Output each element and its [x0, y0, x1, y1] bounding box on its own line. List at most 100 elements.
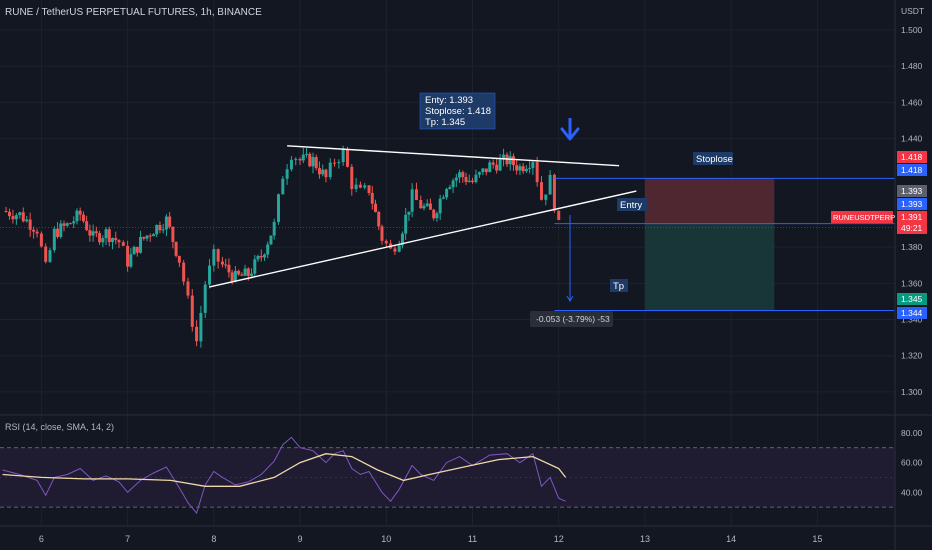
- currency-label: USDT: [901, 6, 924, 16]
- candle-body: [216, 249, 220, 262]
- candle-body: [397, 245, 401, 252]
- candle-body: [481, 168, 485, 173]
- candle-body: [94, 231, 98, 234]
- candle-body: [14, 215, 18, 220]
- entry-label-box[interactable]: Entry: [617, 198, 647, 211]
- candle-body: [425, 203, 429, 206]
- candle-body: [21, 212, 25, 222]
- trendlines[interactable]: [209, 145, 637, 288]
- candle-body: [266, 244, 270, 255]
- stoploss-label-box[interactable]: Stoplose: [693, 152, 733, 165]
- candle-body: [445, 188, 449, 198]
- rsi-tick-label: 60.00: [901, 458, 923, 468]
- entry-info-line2: Stoplose: 1.418: [425, 106, 491, 117]
- candle-body: [524, 168, 528, 172]
- rsi-line: [2, 436, 566, 515]
- candle-body: [142, 236, 146, 239]
- candle-body: [435, 213, 439, 219]
- entry-info-box[interactable]: Enty: 1.393 Stoplose: 1.418 Tp: 1.345: [419, 92, 496, 130]
- candle-body: [161, 229, 165, 231]
- candle-body: [324, 169, 328, 178]
- symbol-title[interactable]: RUNE / TetherUS PERPETUAL FUTURES, 1h, B…: [5, 7, 262, 18]
- time-tick-label: 9: [298, 534, 303, 544]
- candle-body: [539, 182, 543, 200]
- candle-body: [25, 219, 29, 222]
- candle-body: [314, 157, 318, 169]
- svg-text:1.393: 1.393: [901, 186, 923, 196]
- candle-body: [428, 203, 432, 210]
- candle-body: [367, 185, 371, 193]
- price-tick-label: 1.460: [901, 97, 923, 107]
- trendline-lower[interactable]: [209, 190, 637, 288]
- candle-body: [39, 233, 43, 247]
- candle-body: [384, 240, 388, 244]
- arrow-down-icon[interactable]: [560, 118, 580, 141]
- candle-body: [404, 214, 408, 234]
- symbol-tag: RUNEUSDTPERP: [831, 211, 895, 223]
- stoploss-zone[interactable]: [644, 178, 775, 224]
- tp-label-box[interactable]: Tp: [610, 279, 628, 292]
- price-tick-label: 1.300: [901, 387, 923, 397]
- time-tick-label: 10: [381, 534, 391, 544]
- candle-body: [145, 235, 149, 239]
- candle-body: [285, 169, 289, 179]
- candle-body: [358, 184, 362, 188]
- candle-body: [62, 223, 66, 226]
- candle-body: [72, 221, 76, 224]
- measure-arrow[interactable]: [566, 215, 574, 302]
- candle-body: [168, 216, 172, 227]
- candle-body: [277, 194, 281, 222]
- candle-body: [317, 168, 321, 175]
- price-tag-tp-green: 1.345: [897, 293, 927, 305]
- candle-body: [294, 158, 298, 160]
- candle-body: [491, 162, 495, 165]
- time-tick-label: 13: [640, 534, 650, 544]
- rsi-label[interactable]: RSI (14, close, SMA, 14, 2): [5, 422, 114, 432]
- candle-body: [117, 240, 121, 243]
- measure-label: -0.053 (-3.79%) -53: [536, 314, 610, 324]
- candle-body: [190, 295, 194, 327]
- candle-body: [135, 246, 139, 253]
- candle-body: [75, 210, 79, 222]
- takeprofit-zone[interactable]: [644, 223, 775, 311]
- candle-body: [471, 180, 475, 183]
- candle-body: [68, 223, 72, 225]
- candle-body: [269, 235, 273, 245]
- rsi-lines: [2, 436, 567, 515]
- candle-body: [18, 212, 22, 216]
- position-lines[interactable]: [554, 177, 895, 311]
- candle-body: [484, 168, 488, 173]
- candle-body: [212, 249, 216, 266]
- rsi-tick-label: 40.00: [901, 487, 923, 497]
- candle-body: [438, 198, 442, 214]
- candle-body: [111, 238, 115, 243]
- entry-info-line1: Enty: 1.393: [425, 95, 473, 106]
- candle-body: [548, 174, 552, 195]
- price-tick-label: 1.320: [901, 351, 923, 361]
- trendline-upper[interactable]: [287, 145, 620, 167]
- time-tick-label: 11: [468, 534, 477, 544]
- candle-body: [233, 270, 237, 282]
- candle-body: [28, 219, 32, 230]
- candle-body: [85, 221, 89, 231]
- price-tag-tp-blue: 1.344: [897, 307, 927, 319]
- candle-body: [407, 211, 411, 215]
- price-tag-last: 1.391 49:21: [897, 211, 927, 234]
- candle-body: [488, 162, 492, 173]
- candle-body: [253, 259, 257, 274]
- candle-body: [467, 180, 471, 182]
- candle-body: [174, 241, 178, 256]
- candle-body: [535, 162, 539, 183]
- candle-body: [298, 158, 302, 161]
- candle-body: [243, 268, 247, 276]
- candle-body: [224, 264, 228, 266]
- svg-text:1.344: 1.344: [901, 308, 923, 318]
- time-axis-ticks: 6 7 8 9 10 11 12 13 14 15: [39, 534, 823, 544]
- candle-body: [151, 234, 155, 237]
- price-tick-label: 1.480: [901, 61, 923, 71]
- candle-body: [7, 211, 11, 217]
- candle-body: [171, 226, 175, 242]
- entry-info-line3: Tp: 1.345: [425, 117, 465, 128]
- candle-body: [246, 268, 250, 276]
